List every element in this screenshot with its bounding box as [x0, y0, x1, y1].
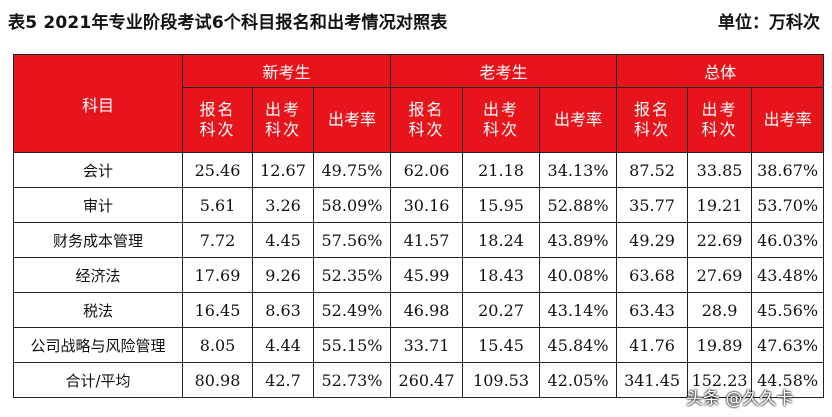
- unit-label: 单位：万科次: [718, 13, 820, 33]
- subheader-cell: 出考率: [539, 87, 618, 153]
- table-cell: 63.43: [616, 292, 689, 328]
- table-cell: 28.9: [687, 292, 753, 328]
- table-cell: 12.67: [252, 152, 314, 188]
- table-cell: 44.58%: [751, 362, 825, 398]
- table-cell: 52.88%: [539, 187, 618, 223]
- table-cell: 58.09%: [312, 187, 392, 223]
- table-cell: 8.05: [182, 327, 253, 363]
- table-cell: 19.89: [687, 327, 753, 363]
- table-cell: 40.08%: [539, 257, 618, 293]
- table-row: 公司战略与风险管理 8.05 4.44 55.15% 33.71 15.45 45.84% 4…: [13, 327, 825, 363]
- table-cell: 80.98: [182, 362, 253, 398]
- table-cell: 35.77: [616, 187, 689, 223]
- header-group-old: 老考生: [390, 54, 618, 88]
- table-cell: 45.99: [390, 257, 464, 293]
- subheader-cell: 报名 科次: [390, 87, 464, 153]
- table-cell: 41.76: [616, 327, 689, 363]
- table-cell: 45.84%: [539, 327, 618, 363]
- table-row: 会计 25.46 12.67 49.75% 62.06 21.18 34.13% 87.52 3…: [13, 152, 825, 188]
- table-cell: 52.35%: [312, 257, 392, 293]
- header-group-total: 总体: [616, 54, 825, 88]
- table-row: 经济法 17.69 9.26 52.35% 45.99 18.43 40.08% 63.68 2…: [13, 257, 825, 293]
- table-cell: 18.43: [462, 257, 541, 293]
- table-cell: 38.67%: [751, 152, 825, 188]
- table-cell: 49.75%: [312, 152, 392, 188]
- subheader-cell: 出考率: [751, 87, 825, 153]
- table-cell: 46.98: [390, 292, 464, 328]
- table-cell: 49.29: [616, 222, 689, 258]
- row-subject: 税法: [13, 292, 183, 328]
- table-cell: 57.56%: [312, 222, 392, 258]
- table-cell: 87.52: [616, 152, 689, 188]
- table-cell: 9.26: [252, 257, 314, 293]
- table-cell: 16.45: [182, 292, 253, 328]
- table-cell: 47.63%: [751, 327, 825, 363]
- table-cell: 7.72: [182, 222, 253, 258]
- data-table: 科目 新考生 老考生 总体 报名 科次 出考 科次 出考率 报名 科次 出考 科次 出考率 报名 科次…: [13, 54, 825, 398]
- table-cell: 152.23: [687, 362, 753, 398]
- table-cell: 19.21: [687, 187, 753, 223]
- table-cell: 34.13%: [539, 152, 618, 188]
- subheader-cell: 出考 科次: [252, 87, 314, 153]
- table-cell: 52.49%: [312, 292, 392, 328]
- table-cell: 260.47: [390, 362, 464, 398]
- table-cell: 8.63: [252, 292, 314, 328]
- row-subject: 经济法: [13, 257, 183, 293]
- table-cell: 43.48%: [751, 257, 825, 293]
- subheader-cell: 出考 科次: [462, 87, 541, 153]
- table-cell: 62.06: [390, 152, 464, 188]
- table-cell: 3.26: [252, 187, 314, 223]
- table-row: 财务成本管理 7.72 4.45 57.56% 41.57 18.24 43.89% 49.2…: [13, 222, 825, 258]
- header-subject: 科目: [13, 54, 183, 153]
- subheader-cell: 报名 科次: [182, 87, 253, 153]
- row-subject: 审计: [13, 187, 183, 223]
- header-group-new: 新考生: [181, 54, 392, 88]
- table-cell: 42.05%: [539, 362, 618, 398]
- table-cell: 46.03%: [751, 222, 825, 258]
- table-cell: 43.14%: [539, 292, 618, 328]
- table-cell: 20.27: [462, 292, 541, 328]
- table-cell: 5.61: [182, 187, 253, 223]
- table-cell: 27.69: [687, 257, 753, 293]
- table-cell: 22.69: [687, 222, 753, 258]
- table-cell: 4.44: [252, 327, 314, 363]
- table-cell: 42.7: [252, 362, 314, 398]
- table-cell: 41.57: [390, 222, 464, 258]
- table-cell: 43.89%: [539, 222, 618, 258]
- table-cell: 15.45: [462, 327, 541, 363]
- table-cell: 25.46: [182, 152, 253, 188]
- table-cell: 33.71: [390, 327, 464, 363]
- table-cell: 52.73%: [312, 362, 392, 398]
- subheader-cell: 报名 科次: [616, 87, 689, 153]
- row-subject: 公司战略与风险管理: [13, 327, 183, 363]
- table-cell: 21.18: [462, 152, 541, 188]
- table-cell: 33.85: [687, 152, 753, 188]
- subheader-cell: 出考率: [312, 87, 392, 153]
- table-row: 合计/平均 80.98 42.7 52.73% 260.47 109.53 42.05% 34…: [13, 362, 825, 398]
- subheader-cell: 出考 科次: [687, 87, 753, 153]
- row-subject: 财务成本管理: [13, 222, 183, 258]
- table-cell: 17.69: [182, 257, 253, 293]
- table-cell: 341.45: [616, 362, 689, 398]
- row-subject: 会计: [13, 152, 183, 188]
- table-caption: 表5 2021年专业阶段考试6个科目报名和出考情况对照表: [8, 13, 448, 33]
- table-cell: 4.45: [252, 222, 314, 258]
- watermark: 头条 @久久卡: [686, 389, 794, 409]
- table-cell: 63.68: [616, 257, 689, 293]
- table-cell: 53.70%: [751, 187, 825, 223]
- table-cell: 18.24: [462, 222, 541, 258]
- table-cell: 109.53: [462, 362, 541, 398]
- table-cell: 15.95: [462, 187, 541, 223]
- table-row: 税法 16.45 8.63 52.49% 46.98 20.27 43.14% 63.43 28…: [13, 292, 825, 328]
- table-cell: 55.15%: [312, 327, 392, 363]
- row-subject: 合计/平均: [13, 362, 183, 398]
- table-row: 审计 5.61 3.26 58.09% 30.16 15.95 52.88% 35.77 19.…: [13, 187, 825, 223]
- table-cell: 45.56%: [751, 292, 825, 328]
- table-cell: 30.16: [390, 187, 464, 223]
